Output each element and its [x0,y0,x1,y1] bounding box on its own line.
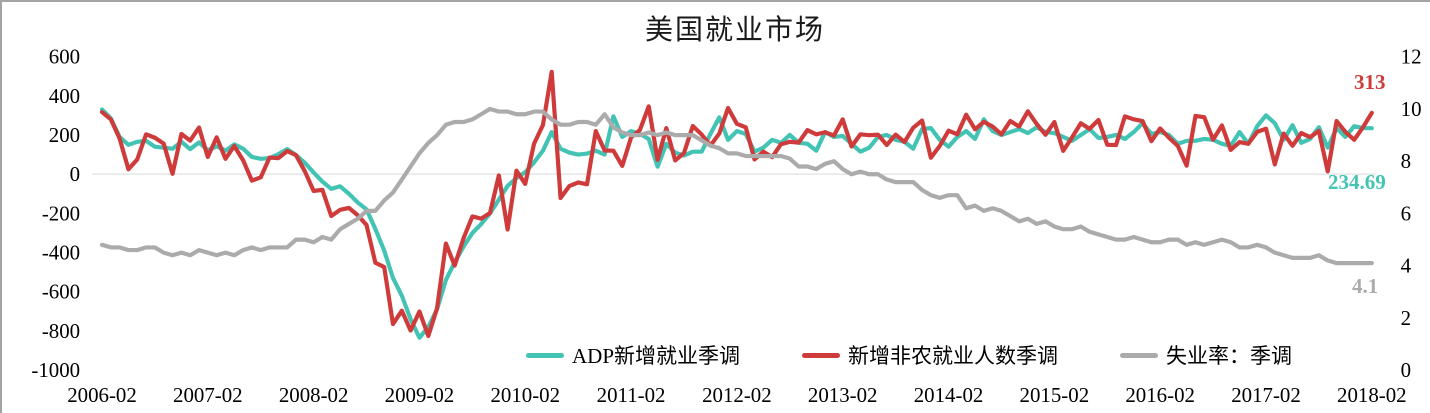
chart-legend: ADP新增就业季调 新增非农就业人数季调 失业率：季调 [526,340,1292,370]
x-tick-label: 2009-02 [385,383,455,407]
x-tick-label: 2011-02 [597,383,666,407]
series-line-0 [99,107,1374,340]
y-left-tick-label: -400 [42,240,80,264]
x-tick-label: 2007-02 [173,383,243,407]
x-tick-label: 2014-02 [914,383,984,407]
y-left-tick-label: -1000 [31,358,80,382]
legend-swatch-unemployment-line-icon [1120,352,1159,358]
legend-label-unemployment: 失业率：季调 [1166,344,1293,368]
y-right-tick-label: 0 [1401,358,1411,382]
end-label-nonfarm: 313 [1354,70,1386,94]
y-left-tick-label: 200 [49,123,80,147]
x-tick-label: 2013-02 [808,383,878,407]
end-label-adp: 234.69 [1328,170,1386,194]
legend-label-nonfarm: 新增非农就业人数季调 [848,344,1059,368]
y-left-tick-label: -200 [42,201,80,225]
x-tick-label: 2018-02 [1337,383,1407,407]
x-tick-label: 2010-02 [490,383,560,407]
y-right-tick-label: 2 [1401,306,1411,330]
legend-swatch-adp-line-icon [526,352,564,358]
y-left-tick-label: 0 [70,162,80,186]
y-left-tick-label: 400 [49,84,80,108]
legend-swatch-nonfarm-line-icon [802,352,841,358]
chart-title: 美国就业市场 [644,14,825,45]
y-right-tick-label: 8 [1401,149,1411,173]
end-label-unemployment: 4.1 [1352,274,1379,298]
x-tick-label: 2006-02 [67,383,137,407]
x-tick-label: 2012-02 [702,383,772,407]
legend-item-unemployment: 失业率：季调 [1120,340,1292,370]
y-right-tick-label: 12 [1401,45,1422,69]
y-left-tick-label: 600 [49,45,80,69]
x-tick-label: 2015-02 [1020,383,1090,407]
x-tick-label: 2016-02 [1125,383,1195,407]
x-tick-label: 2017-02 [1231,383,1301,407]
legend-label-adp: ADP新增就业季调 [572,344,741,368]
y-right-tick-label: 6 [1401,201,1411,225]
legend-item-adp: ADP新增就业季调 [526,340,740,370]
y-left-tick-label: -800 [42,319,80,343]
x-tick-label: 2008-02 [279,383,349,407]
series-line-1 [99,69,1374,339]
legend-item-nonfarm: 新增非农就业人数季调 [802,340,1058,370]
y-left-tick-label: -600 [42,280,80,304]
series-line-2 [99,106,1374,266]
y-right-tick-label: 4 [1401,254,1412,278]
y-right-tick-label: 10 [1401,97,1422,121]
